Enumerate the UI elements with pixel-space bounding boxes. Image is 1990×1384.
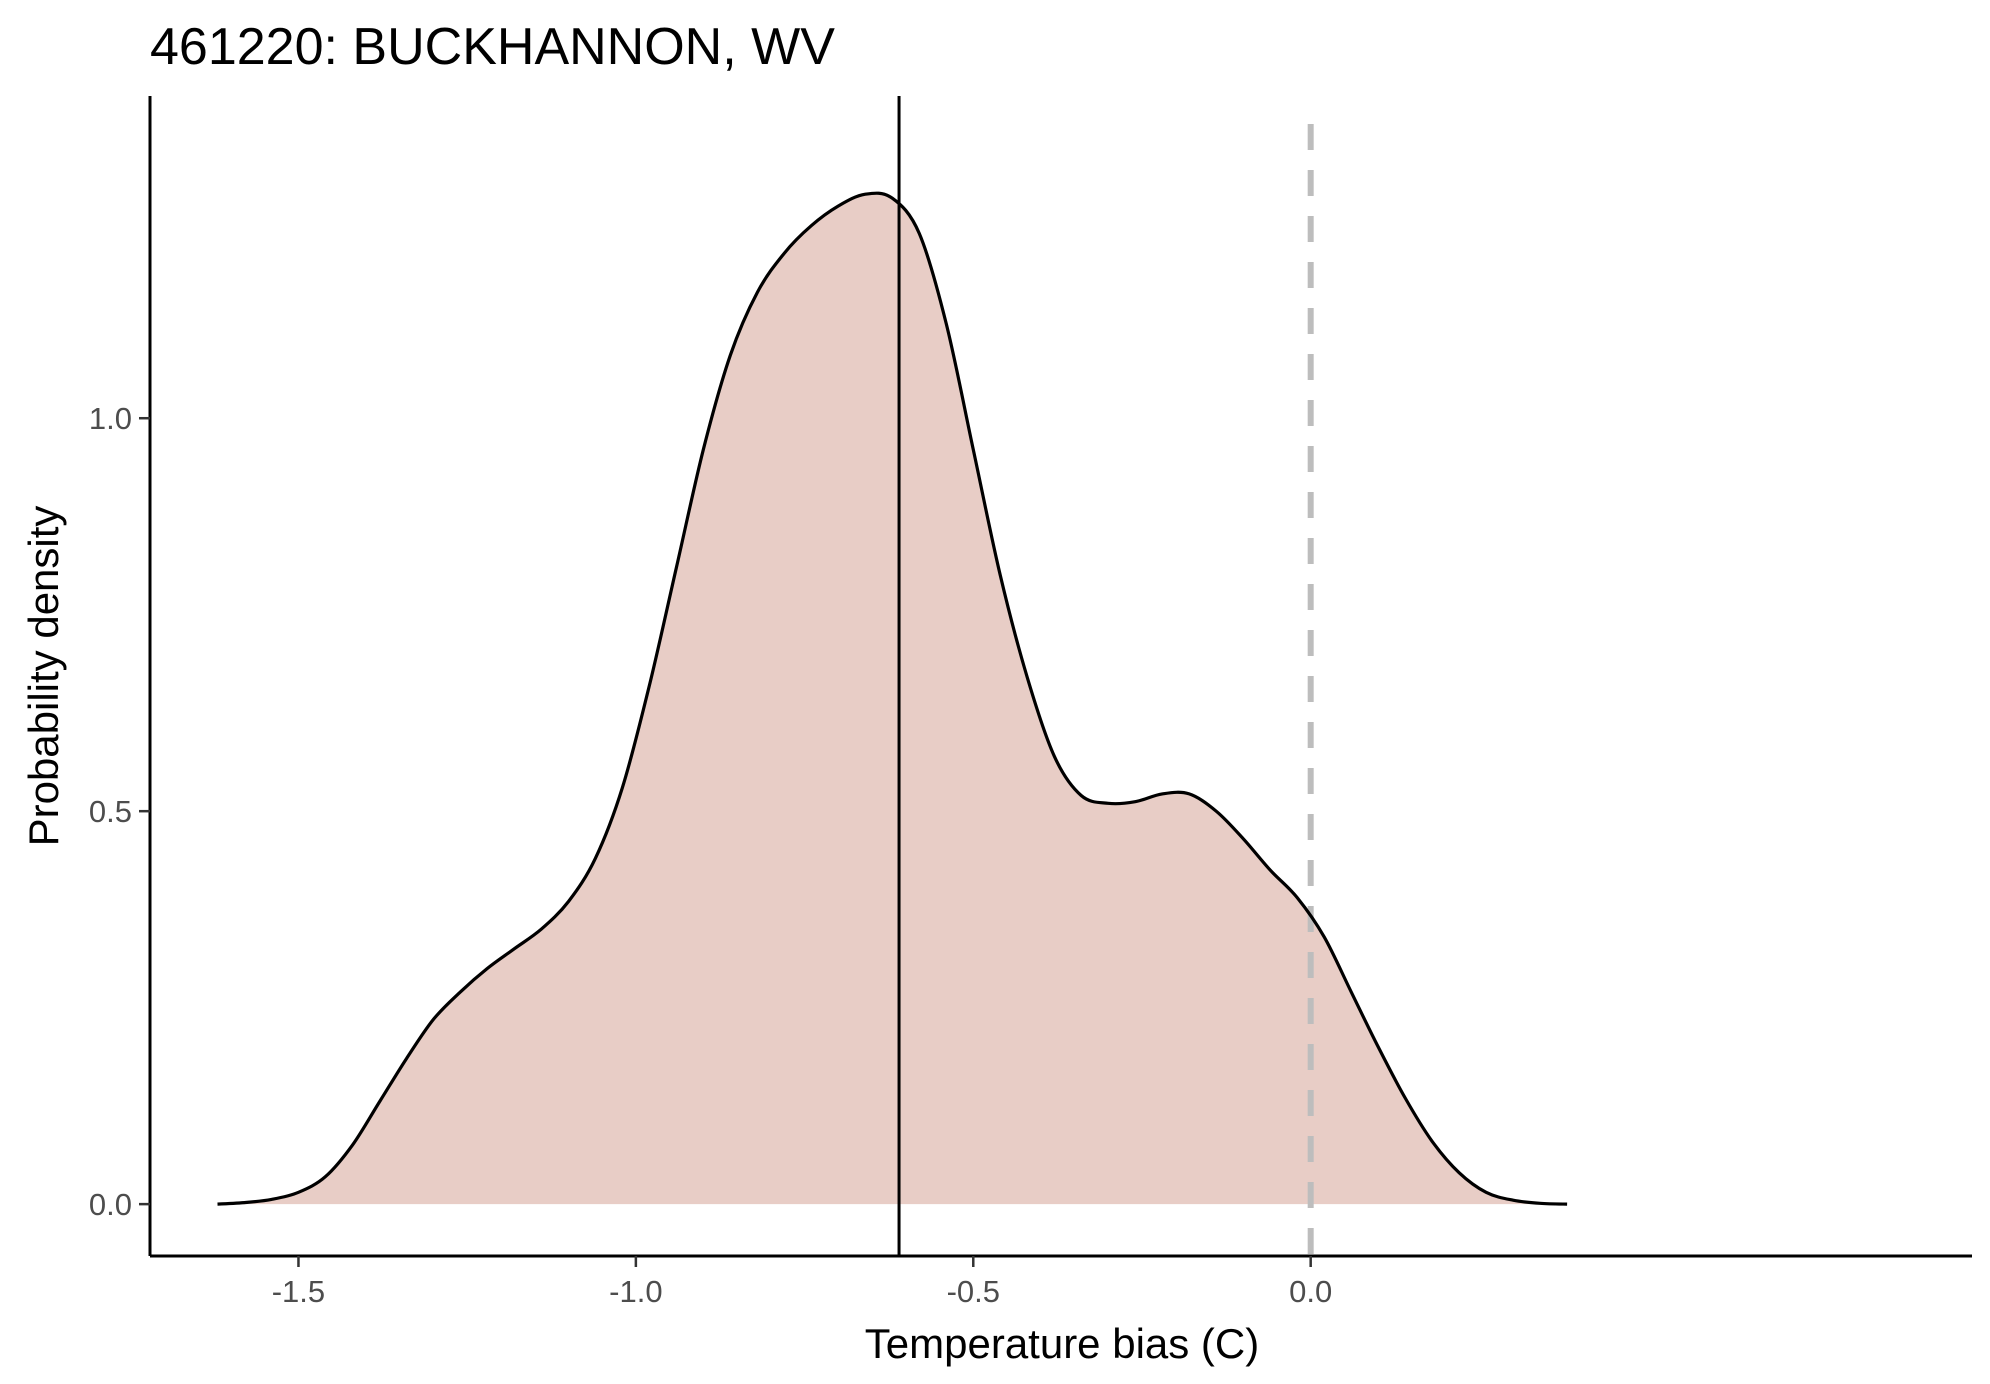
x-tick-label: -0.5 — [947, 1274, 1000, 1309]
chart-title: 461220: BUCKHANNON, WV — [150, 18, 835, 76]
y-axis-ticks: 0.0 0.5 1.0 — [89, 401, 150, 1222]
y-tick-label: 0.0 — [89, 1187, 132, 1222]
x-axis-title: Temperature bias (C) — [865, 1320, 1259, 1367]
x-axis-ticks: -1.5 -1.0 -0.5 0.0 — [272, 1256, 1332, 1309]
plot-area — [217, 96, 1568, 1256]
density-curve — [217, 191, 1568, 1206]
y-tick-label: 1.0 — [89, 401, 132, 436]
density-area-fill — [217, 193, 1568, 1205]
x-tick-label: -1.5 — [272, 1274, 325, 1309]
y-tick-label: 0.5 — [89, 794, 132, 829]
y-axis-title: Probability density — [20, 506, 67, 847]
x-tick-label: -1.0 — [609, 1274, 662, 1309]
x-tick-label: 0.0 — [1289, 1274, 1332, 1309]
